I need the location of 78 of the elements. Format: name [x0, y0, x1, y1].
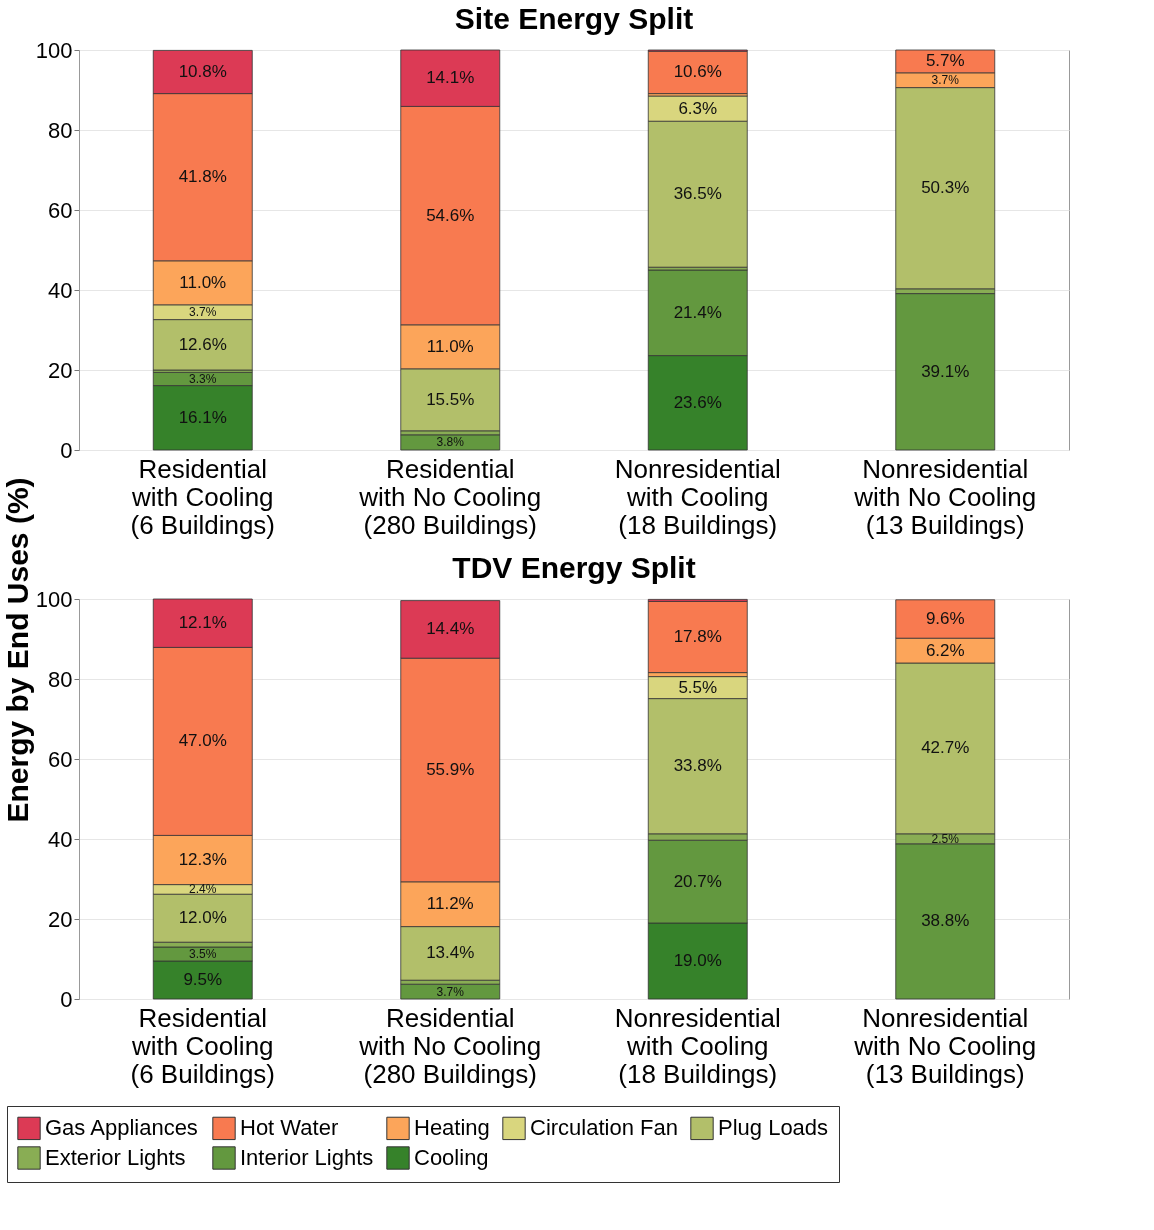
y-tick-label: 40: [48, 277, 73, 303]
data-label: 20.7%: [673, 871, 722, 891]
data-label: 42.7%: [921, 738, 970, 758]
x-tick-label: Residential with No Cooling (280 Buildings): [358, 453, 542, 540]
data-label: 2.5%: [931, 831, 960, 846]
x-tick-label: Nonresidential with Cooling (18 Buildings): [614, 1002, 781, 1089]
x-tick-label: Residential with No Cooling (280 Buildings): [358, 1002, 542, 1089]
data-label: 3.5%: [189, 947, 217, 961]
data-label: 9.6%: [925, 609, 965, 628]
y-tick-label: 0: [60, 437, 73, 463]
y-tick-label: 0: [60, 986, 73, 1012]
data-label: 6.2%: [925, 640, 965, 660]
data-label: 14.1%: [426, 68, 475, 88]
data-label: 50.3%: [921, 178, 970, 198]
x-tick-label: Nonresidential with No Cooling (13 Buildings): [853, 453, 1037, 540]
legend-label: Exterior Lights: [45, 1145, 186, 1170]
legend-label: Circulation Fan: [530, 1115, 678, 1141]
data-label: 10.8%: [178, 62, 227, 81]
data-label: 6.3%: [678, 98, 718, 118]
data-label: 11.0%: [179, 272, 227, 292]
data-label: 36.5%: [673, 184, 722, 204]
data-label: 19.0%: [673, 951, 722, 970]
data-label: 10.6%: [673, 62, 722, 82]
y-tick-label: 60: [48, 746, 73, 772]
data-label: 11.2%: [426, 894, 474, 914]
y-tick-label: 20: [48, 357, 73, 383]
y-tick-label: 100: [35, 37, 73, 63]
data-label: 5.5%: [678, 677, 718, 697]
data-label: 12.1%: [178, 613, 227, 633]
data-label: 12.6%: [178, 334, 227, 354]
bar: [895, 293, 996, 451]
y-tick-label: 40: [48, 826, 73, 852]
data-label: 13.4%: [426, 943, 475, 963]
data-label: 39.1%: [921, 361, 970, 381]
y-tick-label: 20: [48, 906, 73, 932]
legend-label: Gas Appliances: [45, 1115, 198, 1141]
data-label: 3.7%: [189, 305, 217, 320]
legend-label: Hot Water: [240, 1115, 339, 1141]
legend-label: Cooling: [414, 1145, 489, 1170]
data-label: 3.8%: [436, 435, 465, 450]
data-label: 23.6%: [673, 392, 722, 412]
data-label: 14.4%: [426, 619, 475, 639]
data-label: 3.7%: [931, 73, 960, 88]
data-label: 54.6%: [426, 205, 475, 225]
data-label: 2.4%: [189, 882, 217, 897]
y-tick-label: 80: [48, 117, 73, 143]
bar: [400, 434, 501, 451]
x-tick-label: Nonresidential with Cooling (18 Buildings): [614, 453, 781, 540]
chart-title: TDV Energy Split: [452, 551, 696, 584]
y-tick-label: 100: [35, 586, 73, 612]
data-label: 12.3%: [178, 850, 227, 869]
data-label: 21.4%: [673, 302, 722, 322]
x-tick-label: Nonresidential with No Cooling (13 Buildings): [853, 1002, 1037, 1089]
data-label: 55.9%: [426, 760, 475, 779]
data-label: 9.5%: [183, 970, 223, 989]
data-label: 12.0%: [178, 908, 227, 928]
chart-title: Site Energy Split: [454, 2, 694, 35]
data-label: 11.0%: [426, 336, 474, 356]
legend-label: Heating: [414, 1115, 490, 1141]
legend-label: Plug Loads: [718, 1115, 829, 1141]
data-label: 17.8%: [673, 627, 722, 646]
data-label: 15.5%: [426, 389, 475, 409]
legend-label: Interior Lights: [240, 1145, 374, 1170]
x-tick-label: Residential with Cooling (6 Buildings): [130, 1002, 276, 1089]
y-tick-label: 60: [48, 197, 73, 223]
data-label: 33.8%: [673, 756, 722, 776]
x-tick-label: Residential with Cooling (6 Buildings): [130, 453, 276, 540]
data-label: 16.1%: [178, 407, 227, 427]
data-label: 5.7%: [925, 51, 965, 71]
data-label: 41.8%: [178, 167, 227, 187]
data-label: 38.8%: [921, 911, 970, 931]
bar: [647, 601, 748, 673]
bar: [647, 50, 748, 94]
data-label: 3.7%: [436, 984, 465, 999]
y-tick-label: 80: [48, 666, 73, 692]
data-label: 47.0%: [178, 731, 227, 751]
data-label: 3.3%: [189, 372, 217, 386]
y-axis-title: Energy by End Uses (%): [1, 477, 34, 823]
